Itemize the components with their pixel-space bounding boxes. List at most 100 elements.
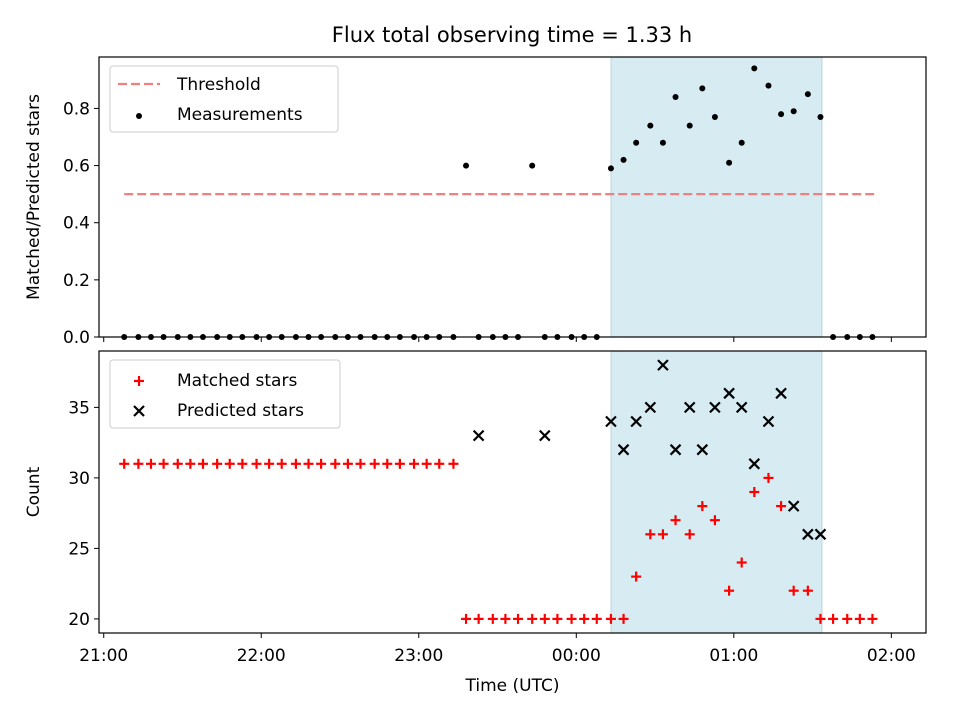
predicted-star-point xyxy=(735,401,748,414)
observing-span xyxy=(610,350,823,634)
measurement-point xyxy=(529,162,536,169)
matched-star-point xyxy=(591,613,602,624)
legend-predicted-swatch xyxy=(133,405,145,417)
predicted-star-point xyxy=(657,359,669,371)
matched-star-point xyxy=(133,458,144,469)
y-tick-label: 30 xyxy=(68,469,90,489)
matched-star-point xyxy=(539,613,550,624)
measurement-point xyxy=(817,114,824,120)
measurement-point xyxy=(672,94,679,100)
matched-star-point xyxy=(434,458,445,469)
predicted-star-point xyxy=(775,387,787,400)
matched-star-point xyxy=(158,458,169,469)
matched-star-point xyxy=(172,458,183,469)
matched-star-point xyxy=(212,458,223,469)
measurement-point xyxy=(659,139,666,146)
observing-span xyxy=(610,56,823,338)
y-tick-label: 0.0 xyxy=(63,328,90,348)
predicted-star-point xyxy=(814,528,827,541)
predicted-star-point xyxy=(472,429,485,442)
measurement-point xyxy=(765,82,772,89)
measurement-point xyxy=(699,85,706,92)
predicted-star-point xyxy=(762,415,775,428)
matched-star-point xyxy=(330,458,341,469)
measurement-point xyxy=(607,165,614,172)
y-axis-label: Count xyxy=(24,466,44,517)
predicted-star-point xyxy=(802,528,814,541)
y-tick-label: 25 xyxy=(68,539,90,559)
x-tick-label: 02:00 xyxy=(867,646,916,666)
y-tick-label: 0.2 xyxy=(63,271,90,291)
predicted-star-point xyxy=(669,443,682,456)
matched-star-point xyxy=(355,458,366,469)
matched-star-point xyxy=(342,458,353,469)
predicted-star-point xyxy=(644,401,657,414)
measurement-point xyxy=(751,65,758,72)
legend-threshold-label: Threshold xyxy=(176,75,261,95)
count-panel: 20 25 30 35 21:00 22:00 23:00 00:00 01:00 02:00 Co… xyxy=(24,350,927,696)
legend-measurements-label: Measurements xyxy=(177,105,303,125)
matched-star-point xyxy=(854,613,865,624)
matched-star-point xyxy=(736,557,747,568)
predicted-star-point xyxy=(617,443,630,456)
matched-star-point xyxy=(500,613,511,624)
matched-star-point xyxy=(251,458,262,469)
predicted-star-point xyxy=(605,415,617,428)
y-tick-label: 35 xyxy=(68,398,90,418)
matched-star-point xyxy=(409,458,420,469)
measurement-point xyxy=(647,122,654,129)
matched-star-point xyxy=(776,501,787,512)
matched-star-point xyxy=(487,613,498,624)
matched-star-point xyxy=(645,529,656,540)
matched-star-point xyxy=(697,501,708,512)
matched-star-point xyxy=(552,613,563,624)
x-tick-label: 00:00 xyxy=(552,646,601,666)
matched-star-point xyxy=(394,458,405,469)
matched-star-point xyxy=(303,458,314,469)
matched-star-point xyxy=(316,458,327,469)
predicted-star-point xyxy=(696,443,709,456)
plot-frame xyxy=(98,350,927,634)
measurement-point xyxy=(633,139,640,146)
matched-star-point xyxy=(566,613,577,624)
predicted-star-point xyxy=(630,415,642,428)
matched-star-point xyxy=(185,458,196,469)
legend-matched-label: Matched stars xyxy=(177,371,297,391)
matched-star-point xyxy=(749,487,760,497)
predicted-star-point xyxy=(683,401,696,414)
legend-box xyxy=(109,65,339,133)
x-tick-label: 22:00 xyxy=(237,646,286,666)
legend-matched-swatch xyxy=(134,376,144,386)
measurement-point xyxy=(726,159,733,166)
matched-star-point xyxy=(473,613,484,624)
y-tick-label: 0.4 xyxy=(63,214,90,234)
measurement-point xyxy=(790,108,797,115)
measurement-point xyxy=(711,114,718,120)
matched-star-point xyxy=(264,458,275,469)
matched-star-point xyxy=(224,458,235,469)
measurement-point xyxy=(686,122,693,129)
predicted-star-point xyxy=(539,429,551,442)
matched-star-point xyxy=(290,458,301,469)
matched-star-point xyxy=(197,458,208,469)
chart-title: Flux total observing time = 1.33 h xyxy=(332,23,692,47)
ratio-panel: 0.0 0.2 0.4 0.6 0.8 Matched/Predicted stars Th… xyxy=(24,56,927,348)
matched-star-point xyxy=(369,458,380,469)
measurement-point xyxy=(463,162,470,169)
matched-star-point xyxy=(631,571,642,582)
predicted-star-point xyxy=(723,387,735,400)
x-tick-label: 01:00 xyxy=(709,646,758,666)
y-axis-label: Matched/Predicted stars xyxy=(24,94,44,300)
matched-star-point xyxy=(119,458,130,469)
y-tick-label: 0.6 xyxy=(63,157,90,177)
measurement-point xyxy=(804,91,811,98)
matched-star-point xyxy=(657,529,668,540)
matched-star-point xyxy=(579,613,590,624)
legend-measurements-swatch xyxy=(136,113,142,119)
y-tick-label: 0.8 xyxy=(63,99,90,119)
matched-star-point xyxy=(867,613,878,624)
matched-star-point xyxy=(145,458,156,469)
x-axis-label: Time (UTC) xyxy=(465,676,560,696)
matched-star-point xyxy=(382,458,393,469)
y-tick-label: 20 xyxy=(68,610,90,630)
